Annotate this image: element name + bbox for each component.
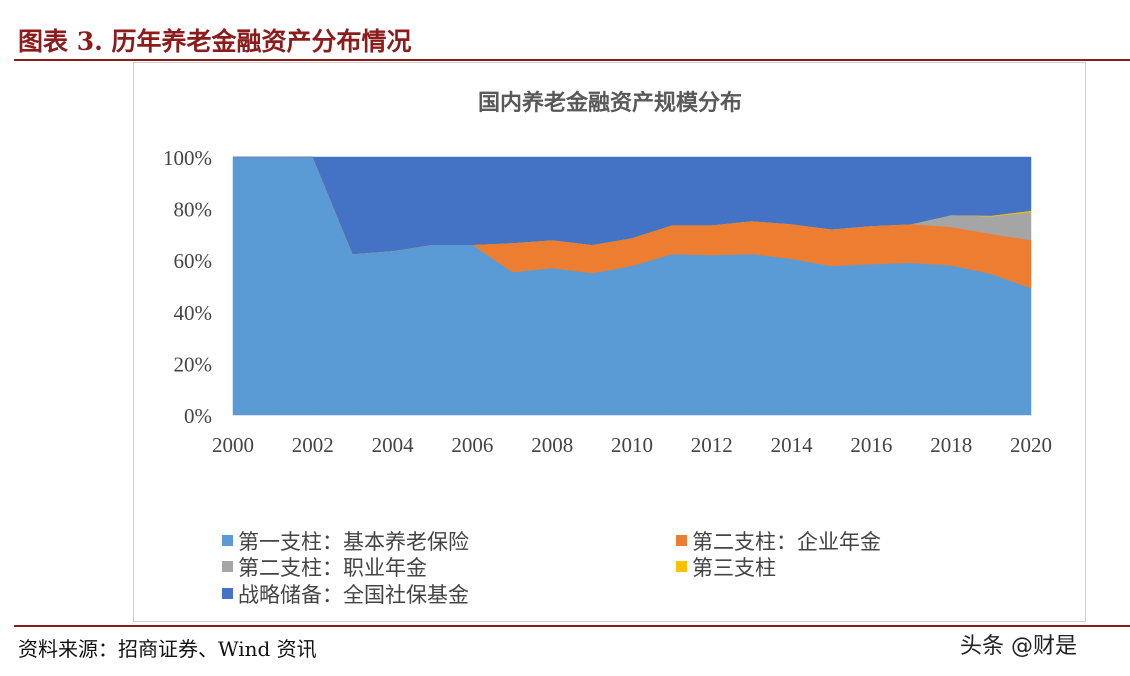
x-tick-label: 2020	[1010, 433, 1052, 457]
figure-title: 图表 3. 历年养老金融资产分布情况	[18, 27, 412, 56]
area-series-4	[233, 156, 1032, 255]
legend-swatch	[676, 535, 687, 546]
legend-label: 第一支柱：基本养老保险	[238, 530, 469, 554]
legend-label: 战略储备：全国社保基金	[238, 583, 469, 607]
x-tick-label: 2018	[930, 433, 972, 457]
x-tick-label: 2016	[850, 433, 892, 457]
y-tick-label: 0%	[184, 404, 212, 428]
legend-label: 第二支柱：职业年金	[238, 556, 427, 580]
source-note: 资料来源：招商证券、Wind 资讯	[18, 637, 317, 661]
legend-swatch	[222, 588, 233, 599]
watermark: 头条 @财是	[960, 634, 1077, 659]
legend-swatch	[222, 535, 233, 546]
y-tick-label: 20%	[174, 352, 213, 376]
y-tick-label: 80%	[174, 198, 213, 222]
legend-label: 第二支柱：企业年金	[692, 530, 881, 554]
legend-swatch	[676, 561, 687, 572]
y-tick-label: 60%	[174, 249, 213, 273]
legend-label: 第三支柱	[692, 556, 776, 580]
y-tick-label: 40%	[174, 301, 213, 325]
x-tick-label: 2014	[771, 433, 814, 457]
x-tick-label: 2002	[292, 433, 334, 457]
legend-swatch	[222, 561, 233, 572]
chart-title: 国内养老金融资产规模分布	[478, 90, 742, 116]
x-tick-label: 2006	[451, 433, 493, 457]
x-tick-label: 2004	[372, 433, 415, 457]
x-tick-label: 2008	[531, 433, 573, 457]
x-tick-label: 2000	[212, 433, 254, 457]
bottom-rule	[14, 625, 1130, 627]
chart-frame	[133, 62, 1086, 622]
x-tick-label: 2012	[691, 433, 733, 457]
x-tick-label: 2010	[611, 433, 653, 457]
y-tick-label: 100%	[163, 146, 212, 170]
top-rule	[14, 59, 1130, 61]
